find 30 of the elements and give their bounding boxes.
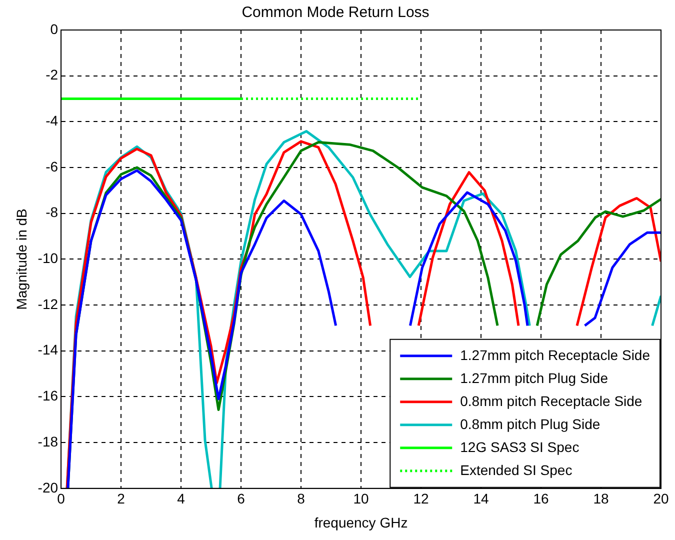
x-axis-title: frequency GHz [314, 514, 408, 530]
y-tick-label: -20 [38, 479, 58, 496]
chart-title: Common Mode Return Loss [242, 4, 430, 22]
x-tick-label: 6 [237, 490, 246, 507]
y-tick-label: -18 [38, 433, 58, 450]
y-tick-label: -6 [46, 158, 58, 174]
y-tick-label: -10 [38, 250, 58, 266]
y-tick-label: -12 [38, 296, 58, 312]
x-tick-label: 14 [473, 490, 490, 507]
y-tick-label: -16 [38, 388, 58, 404]
y-tick-label: 0 [50, 20, 58, 37]
y-axis-title: Magnitude in dB [13, 208, 30, 310]
x-tick-label: 4 [177, 490, 186, 507]
legend-label: 1.27mm pitch Plug Side [460, 370, 608, 386]
x-tick-label: 18 [593, 490, 609, 507]
y-tick-label: -14 [38, 342, 58, 358]
y-tick-label: -4 [46, 112, 58, 129]
x-tick-label: 8 [297, 490, 306, 507]
legend-label: Extended SI Spec [460, 462, 572, 478]
x-tick-label: 10 [353, 490, 370, 507]
legend-label: 12G SAS3 SI Spec [460, 438, 580, 455]
legend-label: 1.27mm pitch Receptacle Side [460, 346, 650, 363]
x-tick-label: 2 [117, 490, 126, 507]
y-tick-label: -2 [46, 66, 58, 83]
y-tick-label: -8 [46, 204, 58, 220]
x-tick-label: 12 [413, 490, 430, 507]
x-tick-label: 20 [653, 490, 669, 507]
legend-label: 0.8mm pitch Plug Side [460, 416, 600, 432]
legend-label: 0.8mm pitch Receptacle Side [460, 392, 642, 409]
x-tick-label: 16 [533, 490, 550, 507]
